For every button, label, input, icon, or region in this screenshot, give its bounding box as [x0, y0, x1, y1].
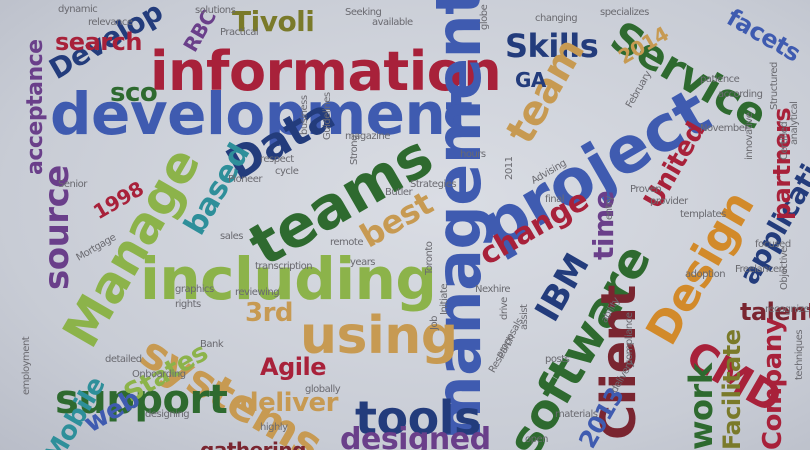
word-patience: patience [700, 74, 740, 85]
word-focused: focused [755, 239, 791, 250]
word-seeking: Seeking [345, 7, 382, 18]
word-magazine: magazine [345, 131, 390, 142]
word-recognize: recognize [765, 304, 810, 315]
word-deliver: deliver [240, 388, 338, 418]
word-facets: facets [722, 3, 806, 68]
word-senior: Senior [58, 179, 87, 190]
word-templates: templates [680, 209, 726, 220]
word-final: final [545, 194, 565, 205]
word-2011: 2011 [504, 156, 515, 180]
word-toronto: Toronto [424, 241, 435, 275]
word-including: including [140, 245, 437, 313]
word-detailed: detailed [105, 354, 142, 365]
word-nexhire: Nexhire [475, 284, 511, 295]
word-november: November [700, 123, 749, 134]
word-designing: designing [145, 409, 190, 420]
word-skills: Skills [505, 27, 599, 65]
word-provider: provider [650, 196, 688, 207]
word-business: business [299, 95, 310, 135]
word-solutions: solutions [195, 5, 236, 16]
word-hours: hours [460, 149, 486, 160]
word-respect: respect [260, 154, 294, 165]
word-highly: highly [260, 422, 288, 433]
word-analytical: analytical [789, 101, 800, 145]
word-designed: designed [340, 422, 491, 450]
word-remote: remote [330, 237, 363, 248]
word-information: information [150, 40, 502, 103]
word-acceptance: acceptance [23, 39, 48, 175]
word-search: search [55, 28, 142, 56]
word-onboarding: Onboarding [132, 369, 186, 380]
word-posts: posts [545, 354, 570, 365]
word-job: Job [429, 316, 440, 330]
word-bank: Bank [200, 339, 224, 350]
word-tivoli: Tivoli [232, 5, 315, 38]
word-proven: Proven [630, 184, 662, 195]
word-according: according [718, 89, 763, 100]
word-butler: Butler [385, 187, 413, 198]
word-rights: rights [175, 299, 201, 310]
word-materials: materials [555, 409, 598, 420]
word-assist: assist [519, 304, 530, 330]
word-pioneer: Pioneer [228, 174, 262, 185]
word-sco: sco [110, 78, 158, 108]
word-changing: changing [535, 13, 578, 24]
word-structured: Structured [769, 62, 780, 110]
word-certified: Certified [779, 121, 790, 160]
word-guidelines: Guidelines [322, 92, 333, 140]
word-available: available [372, 17, 413, 28]
word-employment: employment [21, 336, 32, 395]
word-support: support [55, 377, 228, 423]
word-company: Company [758, 317, 788, 450]
word-talent: talent [740, 298, 810, 326]
word-graphics: graphics [175, 284, 214, 295]
word-reviewing: reviewing [235, 287, 280, 298]
word-dynamic: dynamic [58, 4, 98, 15]
word-using: using [300, 306, 458, 366]
word-adoption: adoption [685, 269, 726, 280]
word-transcription: transcription [255, 261, 313, 272]
word-drive: drive [499, 297, 510, 320]
word-freelancers: Freelancers [735, 264, 787, 275]
word-gathering: gathering [200, 438, 306, 450]
word-practical: Practical [220, 27, 259, 38]
word-strong: Strong [349, 135, 360, 165]
word-innovative: innovative [744, 112, 755, 160]
word-open: open [525, 434, 548, 445]
word-specializes: specializes [600, 7, 649, 18]
word-strategies: Strategies [410, 179, 457, 190]
word-work: work [682, 363, 720, 450]
word-globe: globe [479, 4, 490, 30]
word-cycle: cycle [275, 166, 299, 177]
word-years: years [350, 257, 376, 268]
word-techniques: techniques [794, 329, 805, 380]
word-globally: globally [305, 384, 341, 395]
word-sales: sales [220, 231, 243, 242]
word-relevance: relevance [88, 17, 133, 28]
word-entry: entry [604, 196, 615, 220]
word-initiate: Initiate [439, 284, 450, 315]
word-ga: GA [515, 68, 546, 92]
word-agile: Agile [260, 353, 326, 381]
word-tools: tools [355, 391, 481, 445]
word-development: development [50, 80, 473, 148]
word-3rd: 3rd [245, 298, 294, 328]
word-facilitate: Facilitate [718, 329, 746, 450]
